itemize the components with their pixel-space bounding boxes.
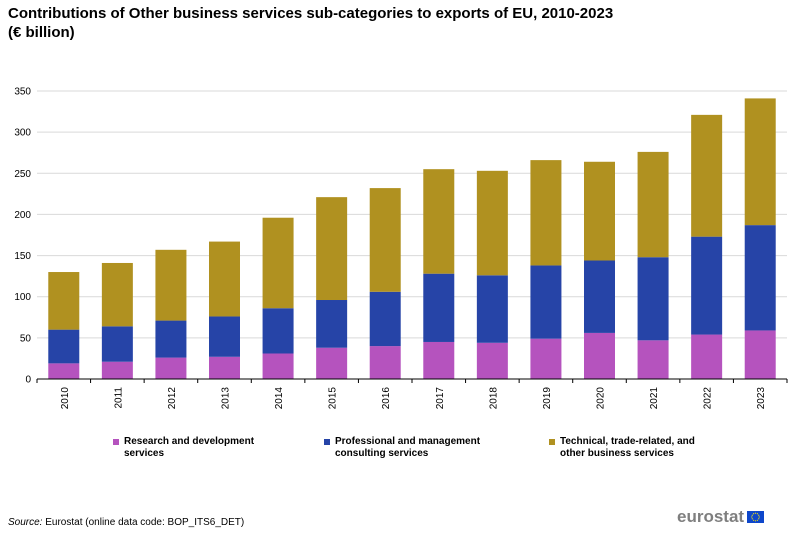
bar-technical — [262, 217, 294, 309]
bar-research — [637, 340, 669, 379]
bar-research — [101, 361, 133, 379]
bar-consulting — [262, 308, 294, 354]
logo-text: eurostat — [677, 507, 745, 526]
chart-subtitle: (€ billion) — [8, 24, 75, 41]
x-tick-label: 2023 — [756, 387, 767, 410]
chart-plot: 0 50 100 150 200 250 300 350 2010 2011 2012 2013 201… — [14, 87, 788, 410]
bar-technical — [209, 241, 240, 317]
y-tick-label: 300 — [14, 128, 31, 139]
bar-research — [744, 330, 776, 379]
chart-title: Contributions of Other business services… — [8, 4, 768, 42]
bar-research — [423, 341, 455, 379]
source-text: Eurostat (online data code: BOP_ITS6_DET… — [45, 517, 245, 528]
legend-swatch-technical — [549, 439, 555, 445]
y-tick-label: 150 — [14, 251, 31, 262]
bar-consulting — [744, 225, 776, 331]
bar-research — [691, 334, 723, 379]
bar-research — [262, 353, 294, 379]
x-tick-label: 2016 — [381, 387, 392, 410]
x-tick-label: 2019 — [542, 387, 553, 410]
bar-research — [209, 356, 240, 379]
legend-swatch-consulting — [324, 439, 330, 445]
eu-flag-icon — [747, 511, 765, 523]
bar-research — [155, 357, 187, 379]
bar-research — [476, 342, 508, 379]
bar-research — [316, 347, 348, 379]
bar-research — [369, 346, 401, 379]
bar-consulting — [369, 291, 401, 347]
source-note: Source: Eurostat (online data code: BOP_… — [8, 517, 244, 528]
x-tick-label: 2021 — [649, 387, 660, 410]
eurostat-logo: eurostat — [677, 507, 765, 527]
y-tick-label: 250 — [14, 169, 31, 180]
bar-technical — [101, 262, 133, 327]
source-label: Source: — [8, 517, 43, 528]
bar-consulting — [691, 236, 723, 335]
bar-technical — [530, 160, 562, 266]
y-tick-label: 100 — [14, 292, 31, 303]
bar-research — [530, 338, 562, 379]
bar-consulting — [101, 326, 133, 362]
bar-technical — [48, 272, 80, 330]
legend-item-consulting: Professional and management consulting s… — [324, 436, 480, 460]
bar-research — [584, 332, 615, 379]
bar-technical — [369, 188, 401, 292]
legend-item-research: Research and development services — [113, 436, 254, 460]
bar-technical — [637, 151, 669, 258]
y-tick-label: 50 — [20, 333, 32, 344]
legend-label-technical: Technical, trade-related, and other busi… — [560, 436, 695, 459]
x-tick-label: 2011 — [113, 387, 124, 409]
bar-consulting — [155, 320, 187, 358]
y-tick-label: 200 — [14, 210, 31, 221]
x-tick-label: 2014 — [274, 387, 285, 410]
x-tick-label: 2013 — [221, 387, 232, 410]
bar-consulting — [423, 273, 455, 342]
bar-technical — [744, 98, 776, 226]
y-tick-label: 350 — [14, 87, 31, 98]
bar-consulting — [209, 316, 240, 357]
bar-technical — [476, 170, 508, 276]
x-tick-label: 2010 — [60, 387, 71, 410]
x-tick-label: 2022 — [703, 387, 714, 410]
chart-title-main: Contributions of Other business services… — [8, 5, 614, 22]
x-tick-label: 2020 — [596, 387, 607, 410]
bar-consulting — [48, 329, 80, 364]
bar-research — [48, 363, 80, 379]
x-tick-label: 2015 — [328, 387, 339, 410]
bar-consulting — [637, 257, 669, 341]
bar-technical — [584, 161, 615, 261]
legend-item-technical: Technical, trade-related, and other busi… — [549, 436, 695, 460]
y-tick-label: 0 — [25, 375, 31, 386]
bar-technical — [316, 197, 348, 301]
bar-technical — [155, 249, 187, 321]
legend-label-consulting: Professional and management consulting s… — [335, 436, 481, 459]
bar-consulting — [316, 300, 348, 348]
x-tick-label: 2012 — [167, 387, 178, 410]
bar-consulting — [476, 275, 508, 343]
legend-swatch-research — [113, 439, 119, 445]
bar-technical — [691, 114, 723, 237]
bar-consulting — [584, 260, 615, 333]
bar-technical — [423, 169, 455, 274]
bar-consulting — [530, 265, 562, 339]
legend-label-research: Research and development services — [124, 436, 255, 459]
x-tick-label: 2017 — [435, 387, 446, 410]
x-tick-label: 2018 — [488, 387, 499, 410]
